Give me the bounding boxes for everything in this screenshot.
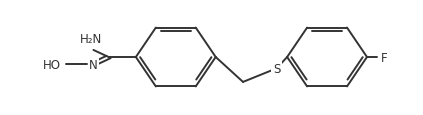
Text: F: F — [381, 51, 387, 64]
Text: N: N — [89, 58, 98, 71]
Text: H₂N: H₂N — [80, 33, 102, 46]
Text: HO: HO — [43, 58, 61, 71]
Text: S: S — [273, 62, 280, 75]
